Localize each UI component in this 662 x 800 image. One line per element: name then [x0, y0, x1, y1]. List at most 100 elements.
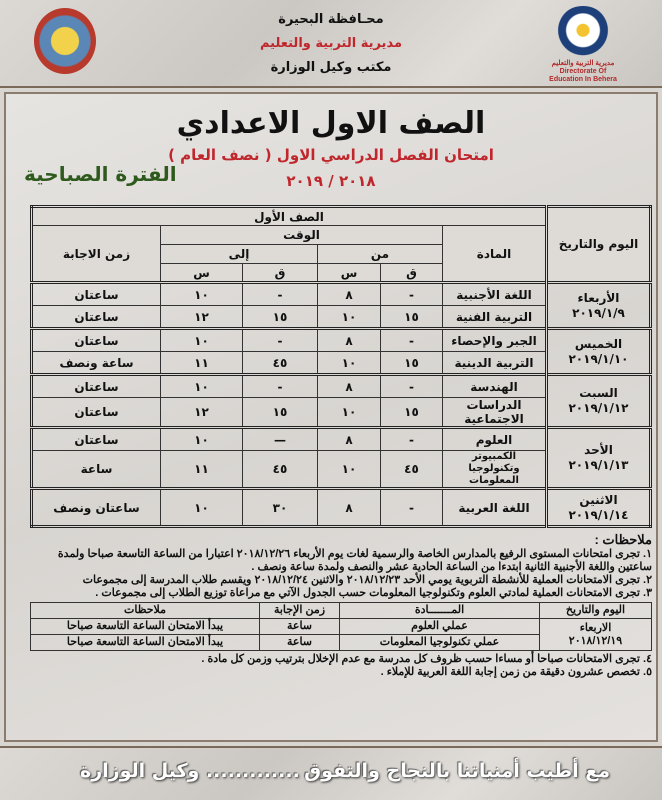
- from-minute: -: [380, 327, 443, 352]
- schedule-table: اليوم والتاريخ الصف الأول المادة الوقت زمن ا…: [30, 205, 652, 528]
- to-minute: ٤٥: [242, 450, 318, 489]
- to-minute: ١٥: [242, 397, 318, 428]
- directorate-logo: [555, 6, 611, 60]
- day-date-cell: الاثنين ٢٠١٩/١/١٤: [545, 487, 651, 527]
- from-minute: -: [380, 426, 443, 451]
- note-1: ١. تجرى امتحانات المستوى الرفيع بالمدارس…: [57, 548, 652, 573]
- governorate: محـافظة البحيرة: [278, 12, 384, 27]
- table-row: الأربعاء ٢٠١٩/١/٩ اللغة الأجنبية -٨-١٠ ساعتا…: [31, 281, 651, 329]
- practical-date: الاربعاء ٢٠١٨/١٢/١٩: [539, 618, 652, 651]
- subtitle: امتحان الفصل الدراسي الاول ( نصف العام ): [6, 146, 656, 164]
- letterhead: محـافظة البحيرة مديرية التربية والتعليم …: [0, 0, 662, 88]
- subtitle-text: امتحان الفصل الدراسي الاول: [276, 146, 494, 164]
- practical-exams-table: اليوم والتاريخ المـــــــادة زمن الإجابة…: [30, 602, 652, 651]
- table-row: الأحد ٢٠١٩/١/١٣ العلوم -٨—١٠ ساعتان: [31, 426, 651, 489]
- cell: ساعة: [259, 634, 340, 651]
- from-hour: ٨: [317, 373, 381, 398]
- to-hour: ١٢: [160, 397, 243, 428]
- notes-heading: ملاحظات :: [594, 532, 652, 547]
- to-hour: ١١: [160, 450, 243, 489]
- duration: ساعتان ونصف: [31, 487, 161, 527]
- cell: يبدأ الامتحان الساعة التاسعة صباحا: [30, 618, 260, 635]
- col-duration: زمن الإجابة: [259, 602, 340, 619]
- table-row: السبت ٢٠١٩/١/١٢ الهندسة -٨-١٠ ساعتان: [31, 373, 651, 428]
- from-hour: ٨: [317, 281, 381, 306]
- footer-wish: مع أطيب أمنياتنا بالنجاح والتفوق: [304, 760, 610, 782]
- cell: ساعة: [259, 618, 340, 635]
- day-date-cell: الخميس ٢٠١٩/١/١٠: [545, 327, 651, 375]
- to-hour: ١٠: [160, 281, 243, 306]
- day-date-cell: الأربعاء ٢٠١٩/١/٩: [545, 281, 651, 329]
- subject: العلوم: [442, 426, 547, 451]
- from-hour: ١٠: [317, 397, 381, 428]
- day: الخميس: [574, 336, 623, 351]
- duration: ساعتان: [31, 281, 161, 306]
- duration: ساعتان: [31, 373, 161, 398]
- header-subject: المادة: [442, 225, 547, 283]
- subject: اللغة العربية: [442, 487, 547, 527]
- col-subject: المـــــــادة: [339, 602, 540, 619]
- from-hour: ٨: [317, 327, 381, 352]
- header-from-hour: س: [317, 263, 381, 283]
- to-minute: ٣٠: [242, 487, 318, 527]
- cell: يبدأ الامتحان الساعة التاسعة صباحا: [30, 634, 260, 651]
- subject: الدراسات الاجتماعية: [442, 397, 547, 428]
- to-minute: —: [242, 426, 318, 451]
- from-minute: ١٥: [380, 397, 443, 428]
- table-row: الاثنين ٢٠١٩/١/١٤ اللغة العربية -٨ ٣٠ ١٠ ساعتا…: [31, 487, 651, 527]
- from-minute: ١٥: [380, 351, 443, 375]
- governorate-logo: [34, 8, 96, 74]
- practical-date-text: ٢٠١٨/١٢/١٩: [568, 634, 623, 647]
- header-time: الوقت: [160, 225, 443, 245]
- date: ٢٠١٩/١/١٠: [568, 351, 629, 366]
- header-from: من: [317, 244, 443, 264]
- header-to: إلى: [160, 244, 318, 264]
- to-minute: -: [242, 281, 318, 306]
- col-notes: ملاحظات: [30, 602, 260, 619]
- from-minute: -: [380, 487, 443, 527]
- to-hour: ١٠: [160, 487, 243, 527]
- header-duration: زمن الاجابة: [31, 225, 161, 283]
- table-row: الدراسات الاجتماعية ١٥ ١٠ ١٥ ١٢ ساعتان: [31, 397, 651, 428]
- from-hour: ١٠: [317, 450, 381, 489]
- subject: التربية الفنية: [442, 305, 547, 329]
- from-minute: -: [380, 281, 443, 306]
- date: ٢٠١٩/١/١٣: [568, 458, 629, 472]
- subject: التربية الدينية: [442, 351, 547, 375]
- subject: اللغة الأجنبية: [442, 281, 547, 306]
- table-row: الكمبيوتر وتكنولوجيا المعلومات ٤٥ ١٠ ٤٥ ١١ سا…: [31, 450, 651, 489]
- date: ٢٠١٩/١/١٢: [568, 401, 629, 415]
- page-title: الصف الاول الاعدادي: [176, 106, 486, 141]
- to-hour: ١٠: [160, 373, 243, 398]
- duration: ساعة: [31, 450, 161, 489]
- notes: ملاحظات : ١. تجرى امتحانات المستوى الرفي…: [30, 532, 652, 600]
- from-hour: ١٠: [317, 351, 381, 375]
- header-to-hour: س: [160, 263, 243, 283]
- header-from-min: ق: [380, 263, 443, 283]
- footer-signature: ............. وكيل الوزارة: [80, 760, 300, 782]
- directorate: مديرية التربية والتعليم: [259, 36, 403, 51]
- header-day-date: اليوم والتاريخ: [545, 206, 651, 283]
- day: الاثنين: [579, 492, 618, 507]
- to-hour: ١١: [160, 351, 243, 375]
- to-minute: -: [242, 373, 318, 398]
- duration: ساعة ونصف: [31, 351, 161, 375]
- header-grade: الصف الأول: [31, 206, 547, 226]
- day: الأحد: [584, 443, 613, 457]
- footer: مع أطيب أمنياتنا بالنجاح والتفوق .......…: [0, 746, 662, 800]
- cell: عملي العلوم: [339, 618, 540, 635]
- to-minute: ١٥: [242, 305, 318, 329]
- subject: الجبر والإحصاء: [442, 327, 547, 352]
- subject: الكمبيوتر وتكنولوجيا المعلومات: [442, 450, 547, 489]
- note-4: ٤. تجرى الامتحانات صباحا أو مساءا حسب ظر…: [201, 653, 652, 665]
- table-row: التربية الفنية ١٥ ١٠ ١٥ ١٢ ساعتان: [31, 305, 651, 329]
- period-label: الفترة الصباحية: [24, 162, 177, 186]
- notes-continued: ٤. تجرى الامتحانات صباحا أو مساءا حسب ظر…: [30, 653, 652, 679]
- exam-schedule-sheet: الصف الاول الاعدادي امتحان الفصل الدراسي…: [4, 92, 658, 742]
- date: ٢٠١٩/١/١٤: [568, 507, 629, 522]
- to-minute: ٤٥: [242, 351, 318, 375]
- duration: ساعتان: [31, 327, 161, 352]
- to-hour: ١٠: [160, 426, 243, 451]
- note-5: ٥. تخصص عشرون دقيقة من زمن إجابة اللغة ا…: [380, 666, 652, 678]
- from-minute: ١٥: [380, 305, 443, 329]
